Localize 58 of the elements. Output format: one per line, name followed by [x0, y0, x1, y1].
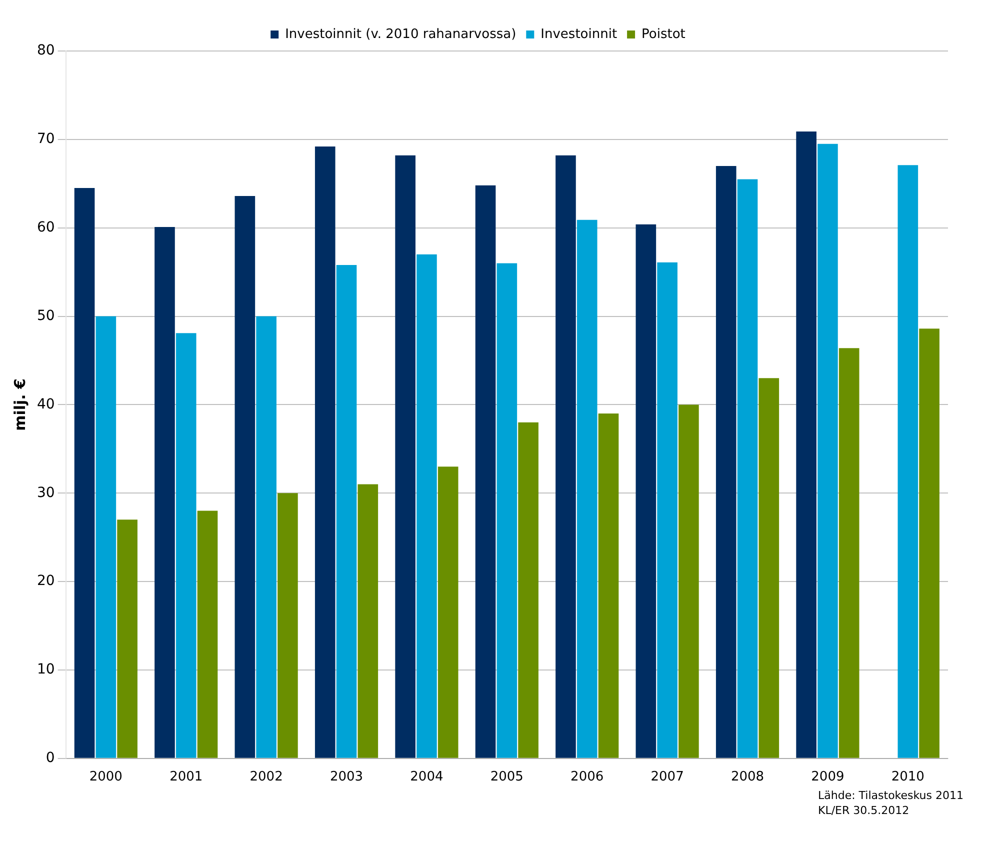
bar	[678, 404, 699, 758]
bar	[154, 226, 175, 758]
y-axis-title: milj. €	[10, 378, 29, 431]
x-tick-label: 2003	[330, 770, 364, 785]
bar	[197, 510, 218, 758]
y-tick-label: 20	[36, 573, 55, 590]
bar	[74, 188, 95, 758]
y-tick-label: 10	[36, 662, 55, 678]
legend-label: Investoinnit	[540, 26, 618, 42]
x-tick-label: 2010	[891, 770, 924, 785]
bar	[358, 484, 378, 758]
bar	[96, 316, 116, 758]
bar	[716, 166, 736, 758]
text: Lähde: Tilastokeskus 2011	[818, 788, 965, 803]
bar	[598, 414, 619, 758]
x-tick-label: 2002	[250, 770, 283, 785]
x-tick-label: 2008	[730, 770, 764, 785]
bar	[838, 348, 860, 758]
bar	[518, 422, 538, 758]
bar	[438, 466, 458, 758]
bar	[256, 316, 276, 758]
bar	[496, 263, 518, 758]
bar	[556, 155, 576, 758]
bar	[636, 224, 656, 758]
y-tick-label: 70	[36, 131, 55, 148]
x-tick-label: 2004	[410, 770, 444, 785]
y-tick-label: 60	[36, 219, 55, 236]
legend-label: Poistot	[642, 26, 686, 42]
bar	[576, 220, 598, 758]
bar	[657, 262, 678, 758]
legend-label: Investoinnit (v. 2010 rahanarvossa)	[285, 26, 516, 42]
bar	[416, 254, 437, 758]
y-tick-label: 0	[46, 750, 55, 766]
bar	[336, 264, 357, 758]
bar	[818, 144, 838, 758]
y-tick-label: 40	[36, 396, 55, 412]
bar	[758, 378, 780, 758]
x-tick-label: 2005	[490, 770, 524, 785]
bar	[234, 196, 256, 758]
bar	[737, 179, 758, 758]
y-tick-label: 80	[36, 42, 55, 59]
y-tick-label: 50	[36, 308, 55, 324]
bar	[395, 155, 416, 758]
y-tick-label: 30	[36, 484, 55, 501]
text: KL/ER 30.5.2012	[818, 803, 910, 818]
bar	[919, 328, 940, 758]
x-tick-label: 2001	[170, 770, 203, 785]
x-tick-label: 2009	[811, 770, 844, 785]
x-tick-label: 2007	[650, 770, 684, 785]
bar	[278, 493, 298, 758]
x-tick-label: 2006	[570, 770, 604, 785]
bar	[117, 520, 138, 758]
bar	[796, 131, 816, 758]
bar	[898, 165, 918, 758]
bar	[314, 146, 336, 758]
bar	[176, 333, 196, 758]
x-tick-label: 2000	[89, 770, 122, 785]
bar	[475, 185, 496, 758]
